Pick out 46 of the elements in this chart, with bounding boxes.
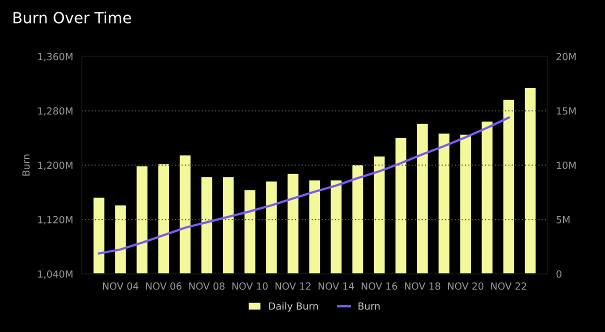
bar <box>244 190 256 274</box>
y2-tick-label: 20M <box>556 52 576 60</box>
bar <box>222 177 234 274</box>
y2-tick-label: 5M <box>556 216 570 224</box>
bar <box>115 205 126 274</box>
x-tick-label: NOV 18 <box>404 282 440 290</box>
bar <box>352 165 364 274</box>
bar <box>158 164 170 274</box>
bar <box>438 134 450 274</box>
line-series <box>98 116 510 255</box>
y-axis-title: Burn <box>22 154 30 176</box>
bar <box>180 155 191 274</box>
bar <box>395 138 406 274</box>
legend-label: Daily Burn <box>269 302 318 312</box>
x-tick-label: NOV 20 <box>448 282 484 290</box>
chart-title: Burn Over Time <box>14 12 131 24</box>
bar <box>201 177 212 274</box>
y-tick-label: 1,360M <box>38 52 72 62</box>
y2-tick-label: 0 <box>556 270 562 278</box>
bar <box>136 166 148 274</box>
bar <box>330 180 342 274</box>
y-tick-label: 1,040M <box>38 270 72 279</box>
x-tick-label: NOV 16 <box>362 282 398 290</box>
bar <box>374 156 385 274</box>
y2-tick-label: 15M <box>556 107 576 115</box>
bar <box>460 134 471 274</box>
x-tick-label: NOV 12 <box>276 282 310 290</box>
bar <box>482 122 493 274</box>
bar <box>266 181 277 274</box>
x-tick-label: NOV 14 <box>318 282 354 290</box>
x-tick-label: NOV 10 <box>232 282 268 290</box>
x-tick-label: NOV 08 <box>189 282 225 290</box>
x-tick-label: NOV 22 <box>491 282 526 290</box>
y-tick-label: 1,120M <box>38 216 72 224</box>
bar <box>417 124 428 274</box>
bar <box>309 180 320 274</box>
bar <box>288 174 298 274</box>
y2-tick-label: 10M <box>556 162 576 169</box>
legend-label: Burn <box>358 302 380 310</box>
y-tick-label: 1,280M <box>38 107 72 116</box>
y-tick-label: 1,200M <box>38 162 72 170</box>
bar <box>503 100 514 274</box>
bar <box>94 198 104 274</box>
x-tick-label: NOV 04 <box>103 282 138 290</box>
bar <box>524 88 536 274</box>
x-tick-label: NOV 06 <box>146 282 182 290</box>
